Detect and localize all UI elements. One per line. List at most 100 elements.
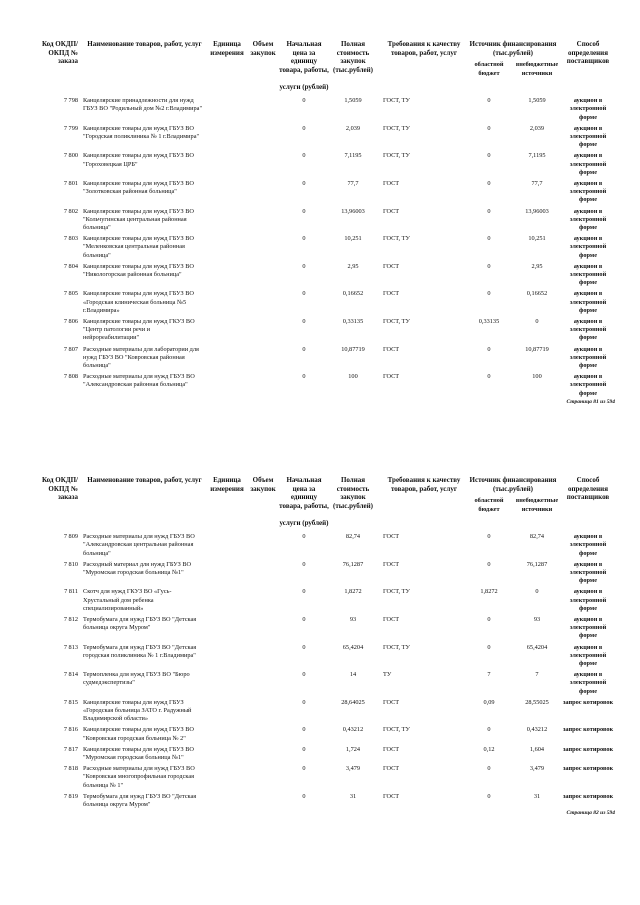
table-row: 7 818 Расходные материалы для нужд ГБУЗ В… — [40, 765, 615, 793]
header-total: Полная стоимость закупок (тыс.рублей) — [332, 476, 374, 510]
cell-order-code: 7 800 — [63, 152, 78, 160]
cell-unit-price: 0 — [302, 726, 306, 734]
cell-item-name: Скотч для нужд ГКУЗ ВО «Гусь-Хрустальный… — [83, 588, 172, 612]
table-row: 7 801 Канцелярские товары для нужд ГБУЗ В… — [40, 180, 615, 208]
cell-regional-budget: 0 — [487, 560, 491, 568]
cell-unit-price: 0 — [302, 373, 306, 381]
cell-unit — [207, 671, 247, 699]
table-row: 7 799 Канцелярские товары для нужд ГБУЗ В… — [40, 125, 615, 153]
cell-volume — [247, 765, 279, 793]
document-page-81: Код ОКДП/ ОКПД № заказа Наименование тов… — [40, 40, 615, 405]
cell-method: аукцион в электронной форме — [569, 124, 607, 149]
cell-regional-budget: 7 — [487, 671, 491, 679]
cell-order-code: 7 814 — [63, 671, 78, 679]
header-source: Источник финансирования (тыс.рублей) — [469, 40, 557, 57]
document-page-82: Код ОКДП/ ОКПД № заказа Наименование тов… — [40, 476, 615, 816]
cell-extra-budget: 10,87719 — [525, 345, 549, 353]
header-volume: Объем закупок — [250, 476, 276, 493]
cell-requirements: ГОСТ, ТУ — [383, 318, 410, 326]
cell-item-name: Канцелярские товары для нужд ГБУЗ ВО "Ко… — [83, 726, 194, 742]
cell-volume — [247, 671, 279, 699]
cell-extra-budget: 2,95 — [531, 262, 543, 270]
cell-method: аукцион в электронной форме — [569, 616, 607, 640]
cell-total-cost: 7,1195 — [344, 152, 362, 160]
table-row: 7 814 Термопленка для нужд ГБУЗ ВО "Бюро … — [40, 671, 615, 699]
table-row: 7 800 Канцелярские товары для нужд ГБУЗ В… — [40, 152, 615, 180]
cell-order-code: 7 805 — [63, 290, 78, 298]
cell-volume — [247, 290, 279, 318]
cell-unit — [207, 180, 247, 208]
cell-method: аукцион в электронной форме — [569, 318, 607, 342]
cell-order-code: 7 812 — [63, 616, 78, 624]
cell-method: запрос котировок — [562, 765, 614, 773]
header-unit-price-2: услуги (рублей) — [279, 518, 329, 527]
cell-unit — [207, 726, 247, 745]
cell-order-code: 7 815 — [63, 698, 78, 706]
cell-unit — [207, 125, 247, 153]
cell-order-code: 7 819 — [63, 792, 78, 800]
cell-regional-budget: 0 — [487, 262, 491, 270]
cell-regional-budget: 0 — [487, 726, 491, 734]
cell-requirements: ГОСТ, ТУ — [383, 643, 410, 651]
cell-item-name: Расходные материалы для нужд ГБУЗ ВО "Ал… — [83, 373, 195, 389]
cell-requirements: ГОСТ, ТУ — [383, 97, 410, 105]
cell-requirements: ГОСТ — [383, 765, 400, 773]
cell-regional-budget: 0 — [487, 765, 491, 773]
cell-item-name: Канцелярские товары для нужд ГБУЗ ВО "Ме… — [83, 235, 194, 259]
cell-total-cost: 3,479 — [345, 765, 361, 773]
header-source-regional: областной бюджет — [474, 497, 504, 513]
cell-regional-budget: 0,33135 — [478, 318, 500, 326]
cell-total-cost: 2,039 — [345, 124, 361, 132]
header-source-extra: внебюджетные источники — [515, 61, 559, 77]
cell-total-cost: 2,95 — [347, 262, 359, 270]
cell-method: аукцион в электронной форме — [569, 97, 607, 121]
table-row: 7 817 Канцелярские товары для нужд ГБУЗ В… — [40, 746, 615, 765]
cell-extra-budget: 31 — [533, 792, 541, 800]
cell-extra-budget: 7 — [535, 671, 539, 679]
cell-item-name: Расходные материалы для лаборатории для … — [83, 345, 199, 370]
cell-item-name: Расходные материалы для нужд ГБУЗ ВО "Ал… — [83, 533, 195, 557]
cell-unit-price: 0 — [302, 560, 306, 568]
cell-item-name: Канцелярские товары для нужд ГБУЗ ВО "Го… — [83, 124, 200, 140]
cell-order-code: 7 799 — [63, 124, 78, 132]
cell-volume — [247, 561, 279, 589]
cell-volume — [247, 616, 279, 644]
cell-unit-price: 0 — [302, 180, 306, 188]
cell-unit-price: 0 — [302, 97, 306, 105]
procurement-table: Код ОКДП/ ОКПД № заказа Наименование тов… — [40, 40, 615, 401]
table-header: Код ОКДП/ ОКПД № заказа Наименование тов… — [40, 40, 615, 97]
cell-extra-budget: 0 — [535, 318, 539, 326]
cell-unit-price: 0 — [302, 262, 306, 270]
cell-volume — [247, 726, 279, 745]
cell-unit — [207, 616, 247, 644]
cell-item-name: Канцелярские товары для нужд ГКУЗ ВО "Це… — [83, 318, 195, 342]
cell-order-code: 7 802 — [63, 207, 78, 215]
cell-regional-budget: 0 — [487, 180, 491, 188]
cell-volume — [247, 346, 279, 374]
cell-volume — [247, 699, 279, 727]
cell-unit-price: 0 — [302, 235, 306, 243]
cell-regional-budget: 0 — [487, 792, 491, 800]
table-row: 7 805 Канцелярские товары для нужд ГБУЗ В… — [40, 290, 615, 318]
cell-extra-budget: 93 — [533, 616, 541, 624]
cell-method: аукцион в электронной форме — [569, 207, 607, 232]
cell-unit-price: 0 — [302, 290, 306, 298]
header-unit: Единица измерения — [210, 476, 244, 493]
cell-method: аукцион в электронной форме — [569, 235, 607, 259]
cell-total-cost: 1,724 — [345, 745, 361, 753]
table-row: 7 811 Скотч для нужд ГКУЗ ВО «Гусь-Хруста… — [40, 588, 615, 616]
cell-volume — [247, 644, 279, 672]
cell-method: запрос котировок — [562, 726, 614, 734]
cell-method: запрос котировок — [562, 698, 614, 706]
cell-volume — [247, 180, 279, 208]
table-row: 7 808 Расходные материалы для нужд ГБУЗ В… — [40, 373, 615, 401]
cell-item-name: Канцелярские товары для нужд ГБУЗ ВО "Зо… — [83, 180, 194, 196]
table-row: 7 816 Канцелярские товары для нужд ГБУЗ В… — [40, 726, 615, 745]
cell-regional-budget: 0,12 — [483, 745, 495, 753]
cell-extra-budget: 2,039 — [529, 124, 545, 132]
cell-extra-budget: 13,96003 — [525, 207, 549, 215]
cell-method: аукцион в электронной форме — [569, 290, 607, 314]
cell-extra-budget: 76,1287 — [526, 560, 548, 568]
cell-unit-price: 0 — [302, 765, 306, 773]
cell-extra-budget: 7,1195 — [528, 152, 546, 160]
